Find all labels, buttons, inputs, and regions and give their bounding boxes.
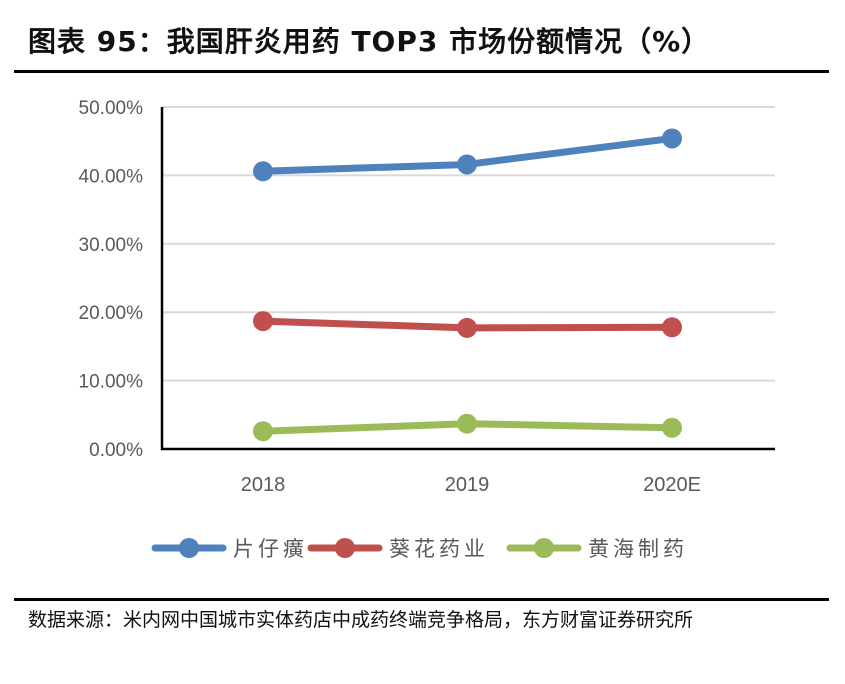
- data-point-marker: [662, 417, 682, 438]
- y-tick-label: 20.00%: [79, 303, 144, 324]
- series-line-3: [253, 413, 682, 442]
- axes: [160, 107, 775, 451]
- y-tick-label: 0.00%: [89, 440, 143, 461]
- y-tick-label: 50.00%: [79, 98, 144, 119]
- series-line-2: [253, 311, 682, 338]
- legend-marker-icon: [179, 538, 199, 558]
- legend-marker-icon: [534, 538, 554, 558]
- legend-item-1: 片仔癀: [151, 538, 308, 561]
- figure-title: 图表 95：我国肝炎用药 TOP3 市场份额情况（%）: [28, 25, 711, 58]
- data-point-marker: [457, 317, 477, 338]
- y-tick-label: 10.00%: [79, 372, 144, 393]
- y-tick-label: 30.00%: [79, 235, 144, 256]
- y-axis-tick-labels: 0.00% 10.00% 20.00% 30.00% 40.00% 50.00%: [79, 98, 144, 461]
- legend: 片仔癀 葵花药业 黄海制药: [151, 538, 688, 561]
- data-point-marker: [253, 421, 273, 442]
- legend-label: 片仔癀: [233, 538, 308, 561]
- data-point-marker: [457, 154, 477, 175]
- y-tick-label: 40.00%: [79, 166, 144, 187]
- title-divider: [14, 70, 829, 73]
- x-tick-label: 2020E: [643, 474, 701, 496]
- data-point-marker: [662, 128, 682, 149]
- legend-label: 葵花药业: [389, 538, 489, 561]
- series-line-1: [253, 128, 682, 182]
- x-tick-label: 2018: [241, 474, 286, 496]
- legend-label: 黄海制药: [588, 538, 688, 561]
- legend-item-3: 黄海制药: [506, 538, 688, 561]
- legend-item-2: 葵花药业: [307, 538, 489, 561]
- x-axis-tick-labels: 2018 2019 2020E: [241, 474, 701, 496]
- data-series: [253, 128, 682, 442]
- x-tick-label: 2019: [445, 474, 490, 496]
- data-point-marker: [253, 161, 273, 182]
- data-point-marker: [253, 311, 273, 332]
- gridlines: [162, 106, 775, 382]
- data-source-note: 数据来源：米内网中国城市实体药店中成药终端竞争格局，东方财富证券研究所: [28, 609, 694, 631]
- data-point-marker: [457, 413, 477, 434]
- line-chart: 0.00% 10.00% 20.00% 30.00% 40.00% 50.00% 2018…: [79, 98, 775, 561]
- legend-marker-icon: [335, 538, 355, 558]
- data-point-marker: [662, 317, 682, 338]
- source-divider: [14, 598, 829, 601]
